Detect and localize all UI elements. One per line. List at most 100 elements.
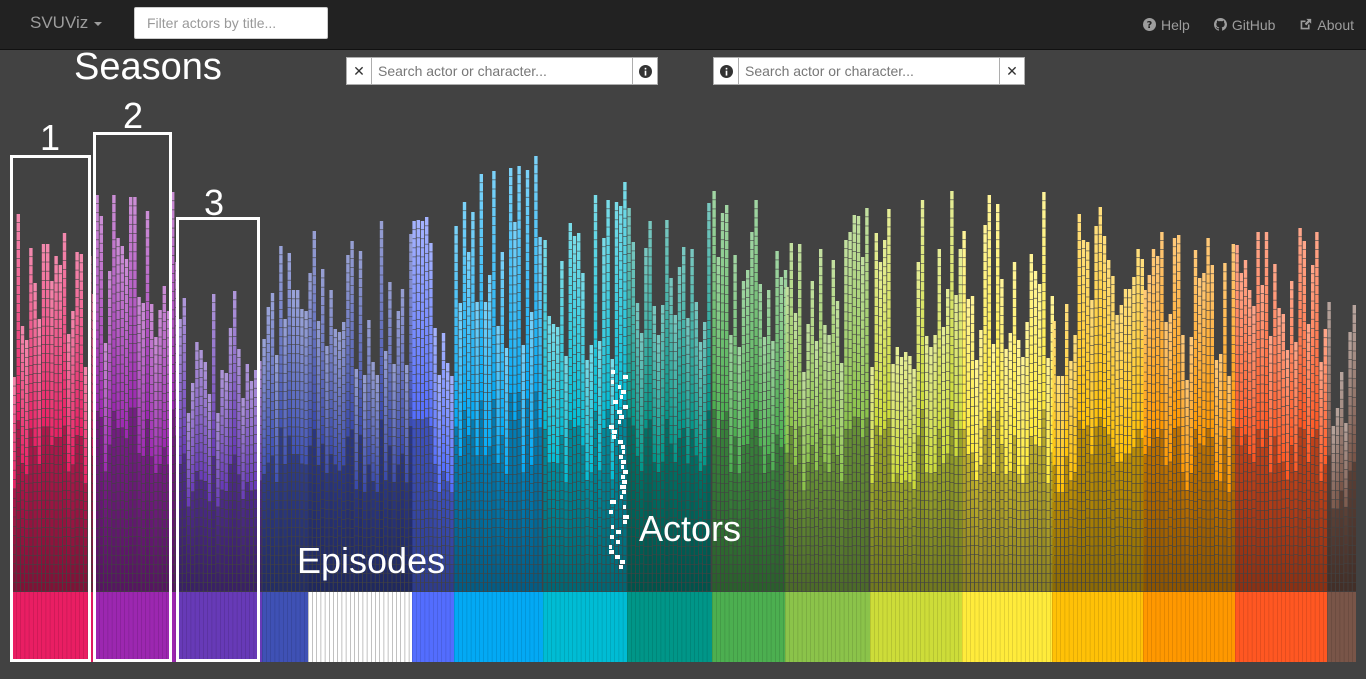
actor-cell[interactable] — [262, 528, 266, 538]
actor-cell[interactable] — [133, 463, 137, 472]
actor-cell[interactable] — [581, 409, 585, 419]
actor-cell[interactable] — [103, 564, 108, 573]
actor-cell[interactable] — [141, 357, 145, 366]
actor-cell[interactable] — [62, 490, 67, 500]
actor-cell[interactable] — [133, 325, 137, 335]
actor-cell[interactable] — [145, 274, 150, 283]
actor-cell[interactable] — [186, 507, 191, 517]
episode-column[interactable] — [568, 223, 572, 592]
actor-cell[interactable] — [513, 546, 517, 556]
actor-cell[interactable] — [262, 564, 266, 574]
actor-cell[interactable] — [462, 492, 467, 501]
actor-cell[interactable] — [41, 518, 46, 528]
actor-cell[interactable] — [16, 556, 20, 565]
actor-cell[interactable] — [441, 564, 446, 573]
actor-cell[interactable] — [500, 389, 504, 399]
actor-cell[interactable] — [525, 381, 530, 390]
actor-cell[interactable] — [333, 401, 337, 411]
actor-cell[interactable] — [25, 394, 29, 403]
actor-cell[interactable] — [145, 465, 150, 474]
actor-cell[interactable] — [129, 536, 133, 546]
actor-cell[interactable] — [475, 501, 479, 510]
actor-cell[interactable] — [203, 417, 207, 426]
actor-cell[interactable] — [392, 528, 396, 537]
actor-cell[interactable] — [29, 465, 33, 474]
actor-cell[interactable] — [16, 439, 20, 448]
actor-cell[interactable] — [367, 365, 371, 374]
actor-cell[interactable] — [547, 325, 551, 334]
actor-cell[interactable] — [425, 372, 429, 382]
actor-cell[interactable] — [16, 403, 20, 412]
actor-cell[interactable] — [25, 376, 29, 385]
actor-cell[interactable] — [275, 400, 279, 410]
actor-cell[interactable] — [166, 410, 171, 420]
actor-cell[interactable] — [224, 546, 228, 555]
actor-cell[interactable] — [367, 519, 371, 528]
actor-cell[interactable] — [228, 564, 233, 574]
actor-cell[interactable] — [300, 382, 304, 391]
actor-cell[interactable] — [207, 439, 212, 448]
actor-cell[interactable] — [33, 346, 37, 356]
actor-cell[interactable] — [291, 344, 296, 354]
actor-cell[interactable] — [479, 364, 483, 374]
actor-cell[interactable] — [581, 291, 585, 300]
actor-cell[interactable] — [517, 456, 521, 465]
actor-cell[interactable] — [479, 428, 483, 437]
actor-cell[interactable] — [199, 573, 203, 583]
actor-cell[interactable] — [577, 361, 581, 371]
actor-cell[interactable] — [425, 363, 429, 372]
actor-cell[interactable] — [191, 482, 195, 492]
actor-cell[interactable] — [500, 509, 504, 518]
actor-cell[interactable] — [462, 383, 467, 392]
actor-cell[interactable] — [95, 447, 99, 457]
actor-cell[interactable] — [521, 345, 525, 354]
actor-cell[interactable] — [99, 445, 103, 454]
actor-cell[interactable] — [178, 446, 182, 455]
actor-cell[interactable] — [560, 490, 564, 500]
actor-cell[interactable] — [547, 334, 551, 343]
actor-cell[interactable] — [396, 555, 400, 565]
actor-cell[interactable] — [279, 355, 283, 364]
actor-cell[interactable] — [25, 520, 29, 529]
actor-cell[interactable] — [245, 482, 249, 492]
actor-cell[interactable] — [237, 349, 241, 358]
actor-cell[interactable] — [467, 582, 471, 592]
actor-cell[interactable] — [589, 372, 593, 381]
actor-cell[interactable] — [462, 374, 467, 383]
actor-cell[interactable] — [33, 519, 37, 528]
actor-cell[interactable] — [33, 410, 37, 419]
actor-cell[interactable] — [300, 537, 304, 546]
episode-column[interactable] — [441, 333, 446, 592]
actor-cell[interactable] — [400, 334, 405, 344]
actor-cell[interactable] — [551, 388, 556, 398]
actor-cell[interactable] — [207, 412, 212, 421]
actor-cell[interactable] — [593, 465, 598, 475]
actor-cell[interactable] — [25, 493, 29, 502]
actor-cell[interactable] — [572, 299, 577, 309]
actor-cell[interactable] — [572, 418, 577, 428]
actor-cell[interactable] — [321, 508, 325, 518]
actor-cell[interactable] — [112, 366, 116, 375]
actor-cell[interactable] — [154, 473, 158, 483]
actor-cell[interactable] — [593, 213, 598, 222]
actor-cell[interactable] — [182, 500, 186, 509]
actor-cell[interactable] — [150, 358, 154, 367]
actor-cell[interactable] — [429, 408, 433, 417]
actor-cell[interactable] — [216, 422, 220, 432]
actor-cell[interactable] — [133, 582, 137, 592]
actor-cell[interactable] — [203, 435, 207, 445]
actor-cell[interactable] — [513, 348, 517, 357]
actor-cell[interactable] — [99, 280, 103, 289]
episode-column[interactable] — [308, 273, 312, 592]
actor-cell[interactable] — [521, 372, 525, 381]
actor-cell[interactable] — [388, 427, 392, 437]
actor-cell[interactable] — [329, 555, 333, 564]
actor-cell[interactable] — [471, 293, 475, 302]
actor-cell[interactable] — [203, 463, 207, 472]
actor-cell[interactable] — [371, 582, 375, 592]
actor-cell[interactable] — [321, 315, 325, 324]
actor-cell[interactable] — [577, 297, 581, 307]
actor-cell[interactable] — [50, 482, 54, 491]
actor-cell[interactable] — [133, 197, 137, 206]
actor-cell[interactable] — [58, 492, 62, 501]
